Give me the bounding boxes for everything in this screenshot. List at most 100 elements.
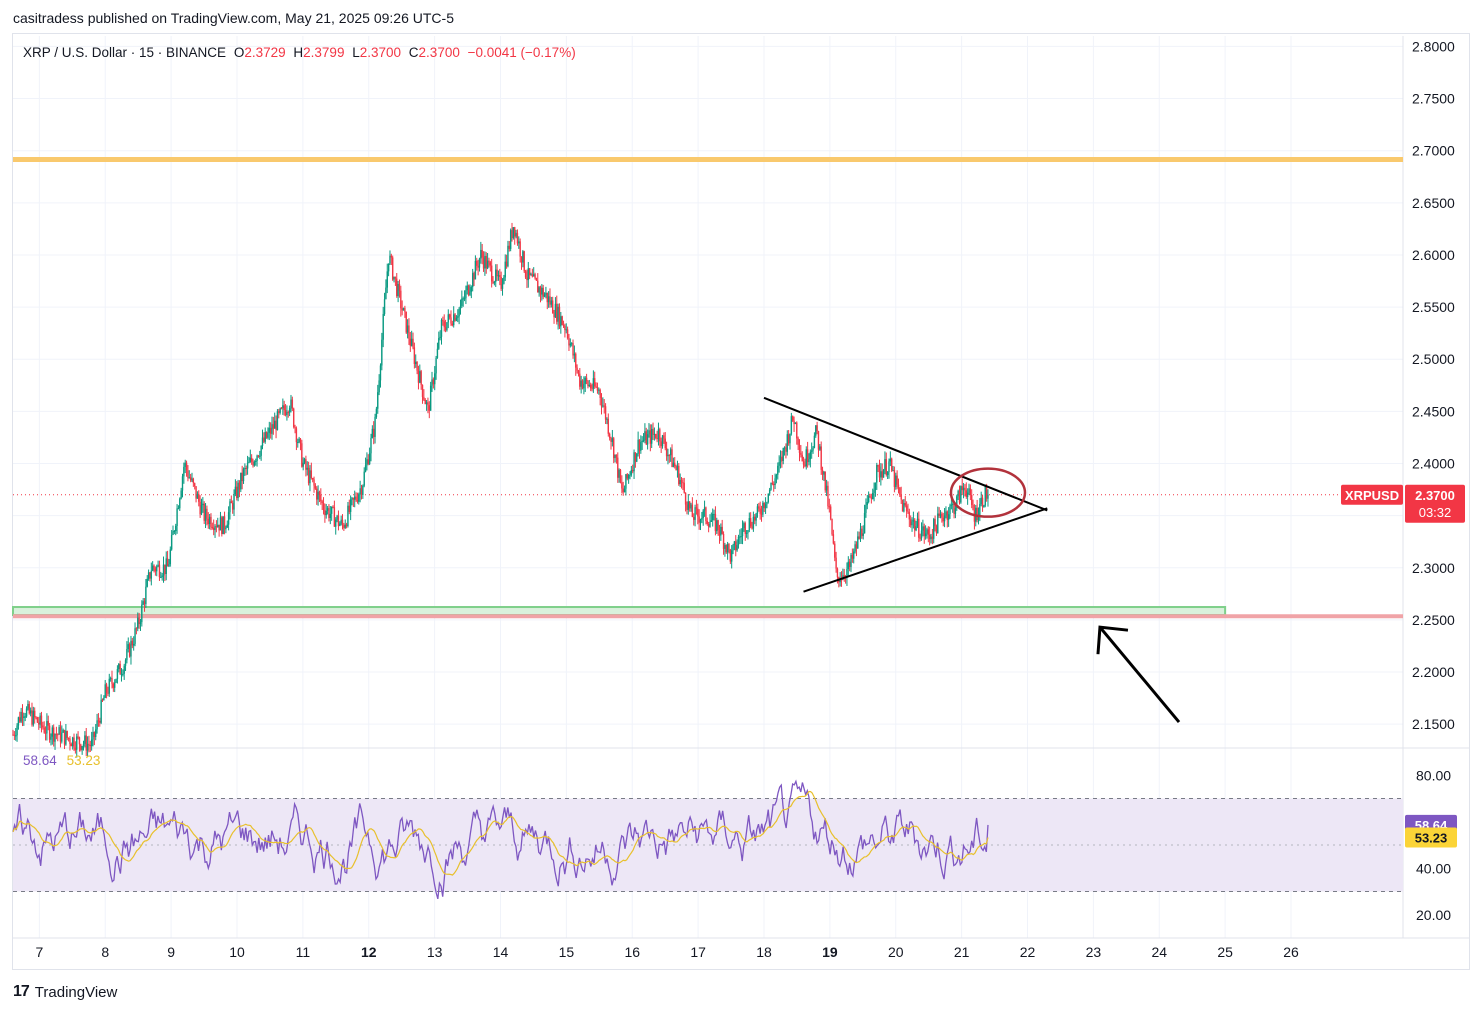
candle-body — [70, 743, 73, 747]
candle-body — [937, 513, 939, 534]
candle-body — [77, 736, 79, 738]
candle-body — [32, 710, 35, 725]
candle-body — [198, 493, 200, 502]
time-tick-label: 18 — [756, 944, 772, 960]
candle-body — [298, 438, 300, 442]
candle-body — [716, 520, 718, 532]
candle-body — [379, 365, 382, 381]
candle-body — [768, 489, 771, 494]
candle-body — [969, 488, 972, 496]
candle-body — [31, 710, 33, 725]
candle-body — [62, 729, 64, 733]
time-tick-label: 24 — [1151, 944, 1167, 960]
candle-body — [760, 513, 763, 515]
candle-body — [158, 564, 161, 578]
candle-body — [375, 408, 378, 417]
candle-body — [242, 469, 245, 482]
candle-body — [701, 518, 703, 520]
candle-body — [758, 506, 760, 509]
candle-body — [434, 373, 436, 385]
candle-body — [831, 518, 833, 535]
candle-body — [157, 564, 159, 567]
candle-body — [160, 577, 162, 579]
rsi-ma-legend-value: 53.23 — [66, 753, 101, 768]
candle-body — [533, 274, 535, 277]
candle-body — [553, 313, 555, 318]
candle-body — [812, 447, 814, 451]
candle-body — [904, 503, 906, 506]
candle-body — [362, 485, 364, 495]
time-tick-label: 21 — [954, 944, 970, 960]
candle-body — [728, 543, 730, 550]
candle-body — [569, 343, 572, 346]
candle-body — [107, 692, 109, 694]
candle-body — [67, 737, 70, 739]
candle-body — [356, 499, 359, 502]
candle-body — [872, 493, 874, 500]
candle-body — [754, 516, 756, 521]
candle-body — [976, 507, 978, 521]
time-tick-label: 23 — [1086, 944, 1102, 960]
candle-body — [712, 513, 714, 521]
candle-body — [377, 392, 379, 409]
candle-body — [881, 471, 883, 478]
candle-body — [128, 644, 131, 657]
candle-body — [821, 469, 824, 475]
chart-frame — [12, 33, 1470, 970]
candle-body — [576, 367, 578, 371]
candle-body — [211, 526, 214, 528]
candle-body — [467, 285, 470, 295]
candle-body — [919, 537, 921, 539]
candle-body — [531, 274, 534, 277]
rsi-panel — [12, 779, 1403, 900]
candle-body — [276, 411, 279, 431]
candle-body — [134, 628, 136, 644]
candle-body — [588, 384, 591, 387]
candle-body — [641, 440, 643, 442]
candle-body — [189, 477, 192, 481]
candle-body — [771, 482, 774, 484]
candle-body — [804, 464, 806, 467]
candle-body — [261, 437, 264, 446]
candle-body — [652, 428, 654, 435]
rsi-ma-badge-bg — [1405, 827, 1457, 848]
candle-body — [916, 518, 919, 527]
candle-body — [80, 744, 82, 750]
candle-body — [981, 497, 984, 508]
candle-body — [663, 435, 665, 439]
candle-body — [206, 508, 208, 519]
candle-body — [794, 422, 797, 425]
candle-body — [73, 737, 75, 748]
candle-body — [945, 511, 947, 516]
candle-body — [241, 472, 243, 482]
candle-body — [557, 306, 559, 322]
candle-body — [12, 734, 14, 736]
candle-body — [736, 545, 738, 551]
candle-body — [545, 292, 547, 295]
footer-brand[interactable]: 17 TradingView — [13, 983, 117, 1001]
candle-body — [105, 684, 108, 693]
candle-body — [613, 438, 615, 459]
candle-body — [374, 416, 376, 437]
rsi-tick-label: 80.00 — [1416, 767, 1451, 783]
time-tick-label: 12 — [361, 944, 377, 960]
candle-body — [42, 725, 44, 728]
candle-body — [703, 507, 706, 511]
candle-body — [820, 446, 822, 470]
candle-body — [278, 411, 280, 413]
candle-body — [13, 734, 16, 736]
candle-body — [823, 471, 825, 475]
candle-body — [961, 486, 963, 491]
candle-body — [150, 570, 153, 579]
candle-body — [436, 348, 439, 358]
time-tick-label: 17 — [690, 944, 706, 960]
candle-body — [23, 716, 25, 718]
candle-body — [147, 572, 150, 579]
candle-body — [215, 526, 218, 528]
candle-body — [322, 502, 325, 511]
candle-body — [729, 549, 732, 562]
candle-body — [797, 438, 799, 445]
candle-body — [267, 432, 269, 438]
candle-body — [926, 529, 928, 534]
